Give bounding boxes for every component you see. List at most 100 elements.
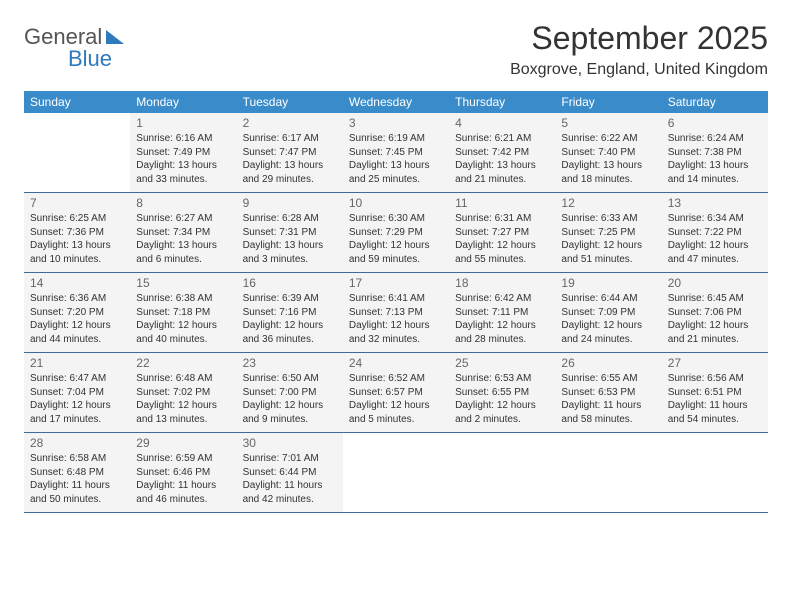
daylight-line-2: and 42 minutes.: [243, 493, 337, 507]
sunset-line: Sunset: 7:18 PM: [136, 306, 230, 320]
day-cell: 5Sunrise: 6:22 AMSunset: 7:40 PMDaylight…: [555, 113, 661, 192]
daylight-line-1: Daylight: 12 hours: [668, 239, 762, 253]
daylight-line-1: Daylight: 13 hours: [243, 239, 337, 253]
daylight-line-1: Daylight: 11 hours: [136, 479, 230, 493]
day-cell: 24Sunrise: 6:52 AMSunset: 6:57 PMDayligh…: [343, 353, 449, 432]
daylight-line-2: and 36 minutes.: [243, 333, 337, 347]
daylight-line-1: Daylight: 11 hours: [561, 399, 655, 413]
week-row: 21Sunrise: 6:47 AMSunset: 7:04 PMDayligh…: [24, 353, 768, 433]
daylight-line-1: Daylight: 12 hours: [561, 319, 655, 333]
day-cell: 21 Sunrise: 6:47 AMSunset: 7:04 PMDayligh…: [24, 353, 130, 432]
daylight-line-2: and 21 minutes.: [455, 173, 549, 187]
sunset-line: Sunset: 7:09 PM: [561, 306, 655, 320]
daylight-line-2: and 50 minutes.: [30, 493, 124, 507]
sunrise-line: Sunrise: 6:17 AM: [243, 132, 337, 146]
day-cell: 14Sunrise: 6:36 AMSunset: 7:20 PMDayligh…: [24, 273, 130, 352]
daylight-line-2: and 21 minutes.: [668, 333, 762, 347]
sunrise-line: Sunrise: 6:38 AM: [136, 292, 230, 306]
day-cell: 11Sunrise: 6:31 AMSunset: 7:27 PMDayligh…: [449, 193, 555, 272]
sunrise-line: Sunrise: 6:41 AM: [349, 292, 443, 306]
day-cell: 25Sunrise: 6:53 AMSunset: 6:55 PMDayligh…: [449, 353, 555, 432]
day-number: 6: [668, 116, 762, 130]
daylight-line-2: and 18 minutes.: [561, 173, 655, 187]
sunset-line: Sunset: 7:47 PM: [243, 146, 337, 160]
day-cell: 8Sunrise: 6:27 AMSunset: 7:34 PMDaylight…: [130, 193, 236, 272]
day-number: 11: [455, 196, 549, 210]
sunset-line: Sunset: 7:06 PM: [668, 306, 762, 320]
daylight-line-2: and 58 minutes.: [561, 413, 655, 427]
day-cell: 9Sunrise: 6:28 AMSunset: 7:31 PMDaylight…: [237, 193, 343, 272]
day-number: 10: [349, 196, 443, 210]
daylight-line-2: and 10 minutes.: [30, 253, 124, 267]
daylight-line-1: Daylight: 12 hours: [30, 399, 124, 413]
month-title: September 2025: [510, 20, 768, 57]
daylight-line-1: Daylight: 12 hours: [349, 319, 443, 333]
sunrise-line: Sunrise: 6:27 AM: [136, 212, 230, 226]
sunrise-line: Sunrise: 6:48 AM: [136, 372, 230, 386]
daylight-line-1: Daylight: 13 hours: [668, 159, 762, 173]
sunrise-line: Sunrise: 6:28 AM: [243, 212, 337, 226]
day-number: 8: [136, 196, 230, 210]
sunrise-line: Sunrise: 6:19 AM: [349, 132, 443, 146]
dayname-row: SundayMondayTuesdayWednesdayThursdayFrid…: [24, 91, 768, 113]
day-number: 18: [455, 276, 549, 290]
empty-cell: [449, 433, 555, 512]
dayname-cell: Monday: [130, 91, 236, 113]
daylight-line-2: and 14 minutes.: [668, 173, 762, 187]
day-number: 4: [455, 116, 549, 130]
sunset-line: Sunset: 7:29 PM: [349, 226, 443, 240]
sunrise-line: Sunrise: 6:47 AM: [30, 372, 124, 386]
sunset-line: Sunset: 7:45 PM: [349, 146, 443, 160]
sunset-line: Sunset: 7:04 PM: [30, 386, 124, 400]
daylight-line-2: and 13 minutes.: [136, 413, 230, 427]
logo-word2: Blue: [68, 48, 112, 70]
day-number: 27: [668, 356, 762, 370]
sunset-line: Sunset: 7:22 PM: [668, 226, 762, 240]
day-number: 22: [136, 356, 230, 370]
day-number: 21: [30, 356, 124, 370]
daylight-line-1: Daylight: 12 hours: [455, 239, 549, 253]
day-cell: 20Sunrise: 6:45 AMSunset: 7:06 PMDayligh…: [662, 273, 768, 352]
day-cell: 22Sunrise: 6:48 AMSunset: 7:02 PMDayligh…: [130, 353, 236, 432]
day-number: 13: [668, 196, 762, 210]
dayname-cell: Sunday: [24, 91, 130, 113]
sunrise-line: Sunrise: 6:50 AM: [243, 372, 337, 386]
daylight-line-2: and 44 minutes.: [30, 333, 124, 347]
sunset-line: Sunset: 7:11 PM: [455, 306, 549, 320]
sunrise-line: Sunrise: 6:45 AM: [668, 292, 762, 306]
day-cell: 16Sunrise: 6:39 AMSunset: 7:16 PMDayligh…: [237, 273, 343, 352]
daylight-line-2: and 2 minutes.: [455, 413, 549, 427]
sunset-line: Sunset: 6:53 PM: [561, 386, 655, 400]
sunset-line: Sunset: 7:13 PM: [349, 306, 443, 320]
week-row: 28Sunrise: 6:58 AMSunset: 6:48 PMDayligh…: [24, 433, 768, 513]
sunrise-line: Sunrise: 6:33 AM: [561, 212, 655, 226]
sunrise-line: Sunrise: 6:36 AM: [30, 292, 124, 306]
daylight-line-2: and 55 minutes.: [455, 253, 549, 267]
day-number: 19: [561, 276, 655, 290]
sunset-line: Sunset: 7:00 PM: [243, 386, 337, 400]
sunset-line: Sunset: 7:49 PM: [136, 146, 230, 160]
day-number: 2: [243, 116, 337, 130]
daylight-line-2: and 46 minutes.: [136, 493, 230, 507]
sunrise-line: Sunrise: 6:24 AM: [668, 132, 762, 146]
daylight-line-1: Daylight: 12 hours: [136, 319, 230, 333]
title-block: September 2025 Boxgrove, England, United…: [510, 20, 768, 79]
daylight-line-1: Daylight: 13 hours: [349, 159, 443, 173]
sunrise-line: Sunrise: 6:39 AM: [243, 292, 337, 306]
daylight-line-2: and 6 minutes.: [136, 253, 230, 267]
sunrise-line: Sunrise: 6:30 AM: [349, 212, 443, 226]
dayname-cell: Saturday: [662, 91, 768, 113]
daylight-line-1: Daylight: 13 hours: [30, 239, 124, 253]
daylight-line-2: and 33 minutes.: [136, 173, 230, 187]
day-cell: 1Sunrise: 6:16 AMSunset: 7:49 PMDaylight…: [130, 113, 236, 192]
sunset-line: Sunset: 7:36 PM: [30, 226, 124, 240]
sunrise-line: Sunrise: 6:42 AM: [455, 292, 549, 306]
sunrise-line: Sunrise: 6:34 AM: [668, 212, 762, 226]
day-cell: 23Sunrise: 6:50 AMSunset: 7:00 PMDayligh…: [237, 353, 343, 432]
logo-word1: General: [24, 26, 102, 48]
sunset-line: Sunset: 7:38 PM: [668, 146, 762, 160]
day-cell: 10Sunrise: 6:30 AMSunset: 7:29 PMDayligh…: [343, 193, 449, 272]
sunset-line: Sunset: 7:02 PM: [136, 386, 230, 400]
sunrise-line: Sunrise: 6:31 AM: [455, 212, 549, 226]
daylight-line-2: and 24 minutes.: [561, 333, 655, 347]
